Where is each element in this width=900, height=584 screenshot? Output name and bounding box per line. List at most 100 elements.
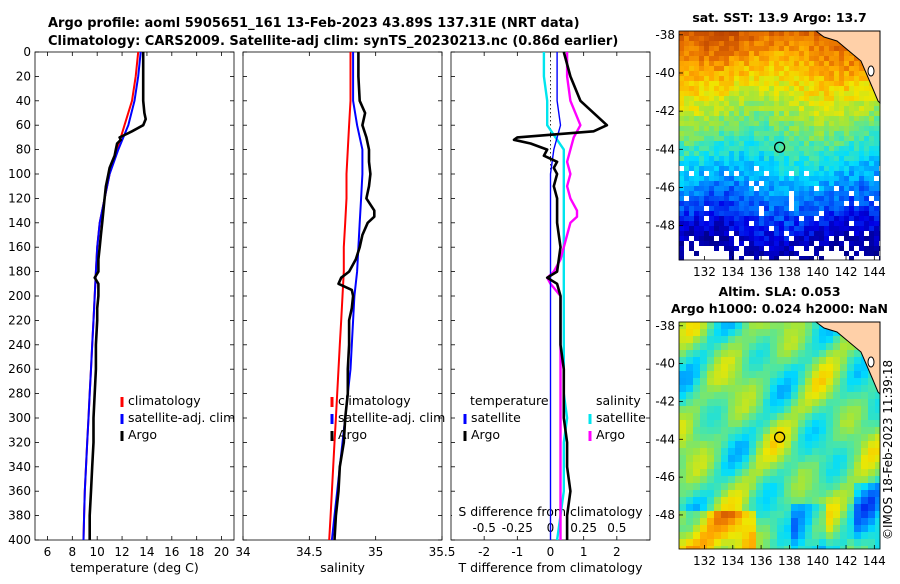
map-cell [714,385,722,393]
map-cell [784,434,792,442]
map-cell [693,434,701,442]
map-cell [763,336,771,344]
map-cell [784,504,792,512]
map-cell [721,504,729,512]
map-cell [700,476,708,484]
map-cell [869,196,875,202]
map-cell [693,336,701,344]
map-cell [684,246,690,252]
map-cell [794,146,800,152]
map-cell [754,101,760,107]
map-cell [864,136,870,142]
map-cell [704,51,710,57]
map-cell [749,31,755,37]
map-cell [714,121,720,127]
map-cell [721,343,729,351]
map-cell [693,511,701,519]
map-cell [686,497,694,505]
map-cell [756,518,764,526]
map-cell [694,156,700,162]
map-cell [770,511,778,519]
map-cell [875,546,881,550]
map-cell [714,151,720,157]
map-cell [869,161,875,167]
map-cell [749,490,757,498]
map-cell [734,61,740,67]
map-cell [693,357,701,365]
map-cell [819,448,827,456]
map-cell [704,206,710,212]
map-cell [812,350,820,358]
map-cell [694,106,700,112]
map-cell [770,385,778,393]
map-cell [714,406,722,414]
map-cell [784,231,790,237]
map-cell [694,46,700,52]
map-cell [812,546,820,550]
map-cell [840,525,848,533]
map-cell [704,191,710,197]
map-cell [739,51,745,57]
map-cell [764,46,770,52]
map-cell [804,71,810,77]
map-cell [754,86,760,92]
map-cell [824,246,830,252]
map-cell [804,66,810,72]
map-cell [721,448,729,456]
map-cell [774,146,780,152]
map-cell [814,176,820,182]
map-cell [719,131,725,137]
map-cell [829,226,835,232]
map-cell [847,434,855,442]
map-cell [799,46,805,52]
map-cell [854,256,860,261]
map-cell [763,504,771,512]
map-cell [874,201,880,207]
map-cell [804,111,810,117]
map-cell [714,41,720,47]
map-cell [819,76,825,82]
map-cell [819,251,825,257]
legend-satellite-label: satellite-adj. clim [128,410,235,425]
map-cell [770,469,778,477]
map-cell [849,136,855,142]
map-cell [709,246,715,252]
map-cell [707,532,715,540]
map-cell [704,61,710,67]
map-cell [728,413,736,421]
map-cell [699,161,705,167]
map-cell [774,206,780,212]
map-cell [799,166,805,172]
map-cell [689,116,695,122]
map-cell [819,36,825,42]
map-cell [854,371,862,379]
map-cell [869,86,875,92]
map-cell [729,121,735,127]
map-cell [689,121,695,127]
map-cell [729,171,735,177]
map-cell [779,216,785,222]
map-cell [684,161,690,167]
map-cell [686,392,694,400]
map-cell [824,141,830,147]
map-cell [844,61,850,67]
map-cell [864,116,870,122]
map-cell [839,241,845,247]
y-tick-label: -44 [655,142,675,156]
map-cell [849,211,855,217]
map-cell [809,206,815,212]
map-cell [819,151,825,157]
map-cell [834,41,840,47]
map-cell [784,483,792,491]
map-cell [805,385,813,393]
map-cell [754,161,760,167]
map-cell [749,61,755,67]
map-cell [721,413,729,421]
map-cell [829,106,835,112]
map-cell [784,350,792,358]
map-cell [756,469,764,477]
map-cell [791,469,799,477]
y-tick-label: -46 [655,180,675,194]
map-cell [699,36,705,42]
